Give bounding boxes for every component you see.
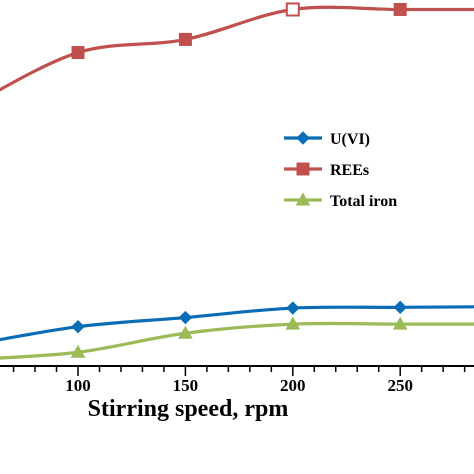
x-tick-label: 150 xyxy=(173,376,199,395)
legend-entry: REEs xyxy=(284,162,369,179)
legend: U(VI) REEs Total iron xyxy=(284,131,397,210)
legend-entry: Total iron xyxy=(284,192,397,210)
series-layer xyxy=(0,2,474,360)
data-point xyxy=(70,344,86,358)
data-point xyxy=(393,300,407,315)
x-tick-label: 100 xyxy=(65,376,91,395)
data-point xyxy=(392,316,408,330)
series-square xyxy=(0,2,474,92)
data-point xyxy=(71,319,85,334)
x-axis-title: Stirring speed, rpm xyxy=(88,396,289,422)
data-point xyxy=(285,2,300,17)
data-point xyxy=(178,32,192,46)
legend-label: REEs xyxy=(330,162,369,179)
data-point xyxy=(286,301,300,315)
legend-label: Total iron xyxy=(330,193,397,210)
x-tick-label: 250 xyxy=(387,376,413,395)
data-point xyxy=(285,316,301,330)
series-triangle xyxy=(0,316,474,360)
legend-marker xyxy=(295,192,311,206)
data-point xyxy=(178,325,193,339)
series-line xyxy=(0,305,474,342)
x-ticks: 100 150 200 250 xyxy=(12,366,466,395)
series-line xyxy=(0,321,474,360)
legend-label: U(VI) xyxy=(330,131,370,148)
x-tick-label: 200 xyxy=(280,376,306,395)
legend-entry: U(VI) xyxy=(284,131,370,148)
legend-marker xyxy=(296,162,310,176)
data-point xyxy=(71,46,85,60)
series-diamond xyxy=(0,300,474,342)
series-line xyxy=(0,5,474,92)
data-point xyxy=(393,2,407,16)
data-point xyxy=(178,310,193,325)
legend-marker xyxy=(296,131,310,145)
